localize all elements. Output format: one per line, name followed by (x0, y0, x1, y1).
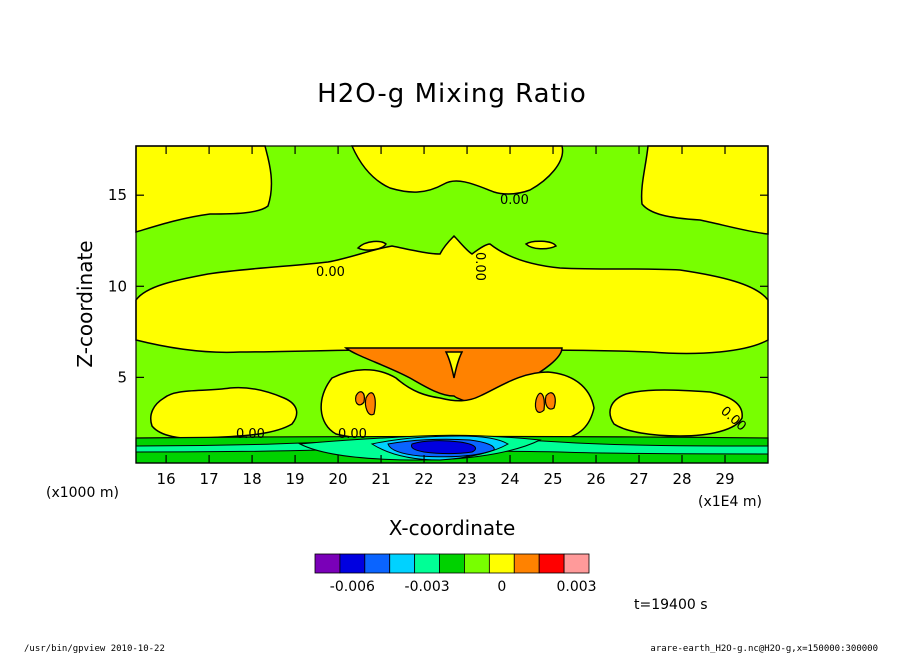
colorbar: -0.006 -0.003 0 0.003 (314, 553, 597, 595)
colorbar-swatch (389, 553, 416, 574)
x-tick-label: 26 (586, 470, 605, 488)
x-tick-label: 27 (629, 470, 648, 488)
colorbar-swatch (538, 553, 565, 574)
contour-region-blob-right (524, 240, 558, 250)
x-tick-label: 17 (200, 470, 219, 488)
x-tick-label: 16 (157, 470, 176, 488)
x-tick-label: 21 (372, 470, 391, 488)
time-label: t=19400 s (634, 597, 708, 613)
chart-title: H2O-g Mixing Ratio (317, 79, 587, 109)
colorbar-swatch (339, 553, 366, 574)
contour-region-eye-left-b (364, 392, 376, 416)
y-tick-label: 15 (108, 186, 127, 204)
y-tick-label: 5 (117, 368, 127, 386)
contour-region-eye-right-b (544, 392, 556, 410)
contour-region-lower-left (150, 386, 298, 440)
contour-region-surface-navy (411, 440, 476, 454)
colorbar-swatch (563, 553, 590, 574)
x-unit-left: (x1000 m) (46, 485, 119, 501)
colorbar-swatch (439, 553, 465, 574)
x-tick-label: 25 (543, 470, 562, 488)
colorbar-swatch (414, 553, 440, 574)
colorbar-swatch (464, 553, 490, 574)
footer-right: arare-earth_H2O-g.nc@H2O-g,x=150000:3000… (650, 644, 878, 654)
footer-left: /usr/bin/gpview 2010-10-22 (24, 644, 165, 654)
colorbar-tick-label: -0.006 (330, 579, 375, 595)
contour-label: 0.00 (500, 193, 529, 208)
y-axis-label: Z-coordinate (73, 240, 97, 367)
x-tick-label: 23 (458, 470, 477, 488)
contour-region-blob-left (356, 240, 387, 251)
colorbar-swatch (513, 553, 540, 574)
plot-frame (135, 145, 769, 464)
colorbar-swatch (364, 553, 391, 574)
contour-label: 0.00 (316, 265, 345, 280)
colorbar-swatch (314, 553, 341, 574)
contour-core-notch (444, 351, 464, 379)
contour-region-upper-right (640, 145, 769, 235)
x-tick-label: 20 (329, 470, 348, 488)
x-tick-label: 22 (415, 470, 434, 488)
contour-region-lower-right (609, 389, 743, 437)
contour-label: 0.00 (236, 427, 265, 442)
y-axis-ticks: 5 10 15 (108, 186, 768, 386)
colorbar-swatch (488, 553, 515, 574)
x-tick-label: 28 (672, 470, 691, 488)
x-unit-right: (x1E4 m) (698, 494, 762, 510)
contour-label: 0.00 (472, 252, 487, 281)
contour-label: 0.00 (338, 427, 367, 442)
contour-region-upper-left (135, 145, 273, 234)
x-tick-label: 29 (715, 470, 734, 488)
x-axis-label: X-coordinate (389, 516, 516, 540)
colorbar-tick-label: -0.003 (405, 579, 450, 595)
x-tick-label: 19 (286, 470, 305, 488)
x-tick-label: 18 (243, 470, 262, 488)
y-tick-label: 10 (108, 277, 127, 295)
contour-region-eye-left-a (355, 391, 365, 406)
contour-region-eye-right-a (534, 392, 545, 413)
x-tick-label: 24 (500, 470, 519, 488)
plot-area: 0.00 0.00 0.00 0.00 0.00 0.00 (135, 145, 769, 464)
colorbar-tick-label: 0 (497, 579, 506, 595)
x-axis-ticks: 16 17 18 19 20 21 22 23 24 25 26 27 28 29 (157, 146, 735, 488)
colorbar-tick-label: 0.003 (556, 579, 596, 595)
contour-region-upper-center (350, 145, 564, 195)
